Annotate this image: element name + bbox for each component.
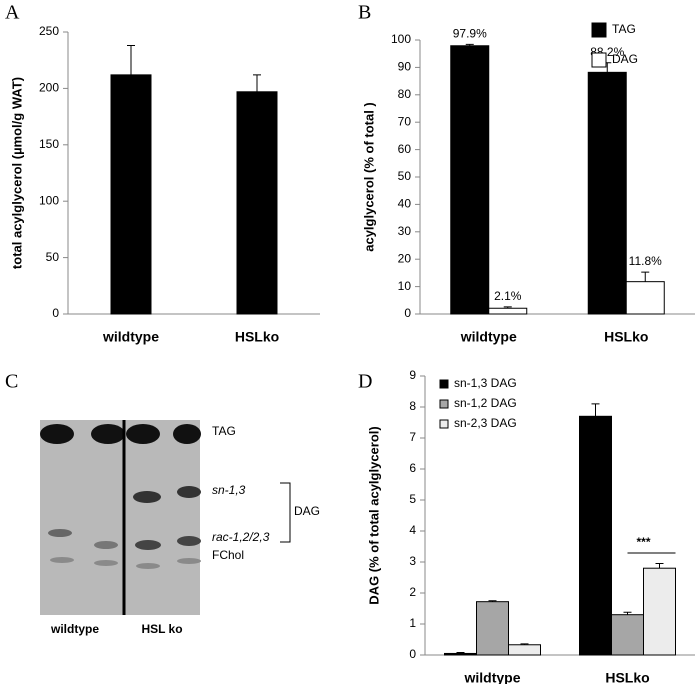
band-label: sn-1,3 [212,483,246,497]
y-tick-label: 90 [398,60,412,74]
y-tick-label: 250 [39,24,59,38]
y-tick-label: 200 [39,81,59,95]
bar [110,74,152,315]
bar [611,614,644,656]
band-label: TAG [212,424,236,438]
panel-label: D [358,371,372,393]
error-bar [623,611,632,615]
bar [476,601,509,656]
error-bar [488,600,497,602]
error-bar [520,643,529,645]
legend-label: sn-1,3 DAG [454,376,517,390]
x-tick-label: HSLko [235,329,279,345]
y-tick-label: 40 [398,197,412,211]
legend-label: TAG [612,22,636,36]
y-tick-label: 7 [409,430,416,444]
y-axis-label: total acylglycerol (µmol/g WAT) [9,77,24,269]
error-bar [127,45,135,75]
lane-label: wildtype [50,622,99,636]
panel-label: C [5,371,18,393]
bar [450,45,490,315]
legend-swatch [439,379,449,389]
y-tick-label: 0 [404,306,411,320]
annotation: *** [636,535,650,549]
panel-label: A [5,2,20,24]
error-bar [456,652,465,654]
legend-label: DAG [612,52,638,66]
bar [236,91,278,315]
x-tick-label: wildtype [102,329,159,345]
y-tick-label: 20 [398,251,412,265]
error-bar [641,271,650,282]
band-label: FChol [212,548,244,562]
y-tick-label: 80 [398,87,412,101]
legend-label: sn-1,2 DAG [454,396,517,410]
bar [488,307,528,315]
error-bar [465,43,474,46]
gel-image [40,420,291,615]
legend-swatch [591,52,607,68]
error-bar [503,306,512,309]
y-tick-label: 3 [409,554,416,568]
legend-swatch [439,419,449,429]
bar [579,415,612,656]
y-axis-label: DAG (% of total acylglycerol) [366,426,381,604]
x-tick-label: wildtype [460,329,517,345]
y-tick-label: 1 [409,616,416,630]
y-tick-label: 0 [409,647,416,661]
y-tick-label: 9 [409,368,416,382]
y-tick-label: 70 [398,114,412,128]
y-tick-label: 100 [39,193,59,207]
value-label: 2.1% [494,289,522,303]
band-label: rac-1,2/2,3 [212,530,270,544]
error-bar [591,403,600,417]
bar [444,652,477,656]
error-bar [253,74,261,92]
y-tick-label: 150 [39,137,59,151]
y-tick-label: 6 [409,461,416,475]
y-tick-label: 2 [409,585,416,599]
x-tick-label: HSLko [605,670,649,684]
legend-label: sn-2,3 DAG [454,416,517,430]
y-tick-label: 50 [46,250,60,264]
legend-swatch [439,399,449,409]
group-label: DAG [294,504,320,518]
y-axis-label: acylglycerol (% of total ) [361,102,376,252]
x-tick-label: wildtype [463,670,520,684]
y-tick-label: 100 [391,32,411,46]
value-label: 97.9% [453,27,487,41]
y-tick-label: 30 [398,224,412,238]
legend-swatch [591,22,607,38]
value-label: 11.8% [629,254,662,268]
panel-label: B [358,2,371,24]
error-bar [655,563,664,569]
bar [508,644,541,656]
y-tick-label: 8 [409,399,416,413]
y-tick-label: 4 [409,523,416,537]
bar [643,567,676,656]
y-tick-label: 5 [409,492,416,506]
x-tick-label: HSLko [604,329,648,345]
y-tick-label: 0 [52,306,59,320]
bar [625,281,665,315]
y-tick-label: 60 [398,142,412,156]
y-tick-label: 10 [398,279,412,293]
lane-label: HSL ko [141,622,182,636]
bar [587,71,627,315]
y-tick-label: 50 [398,169,412,183]
